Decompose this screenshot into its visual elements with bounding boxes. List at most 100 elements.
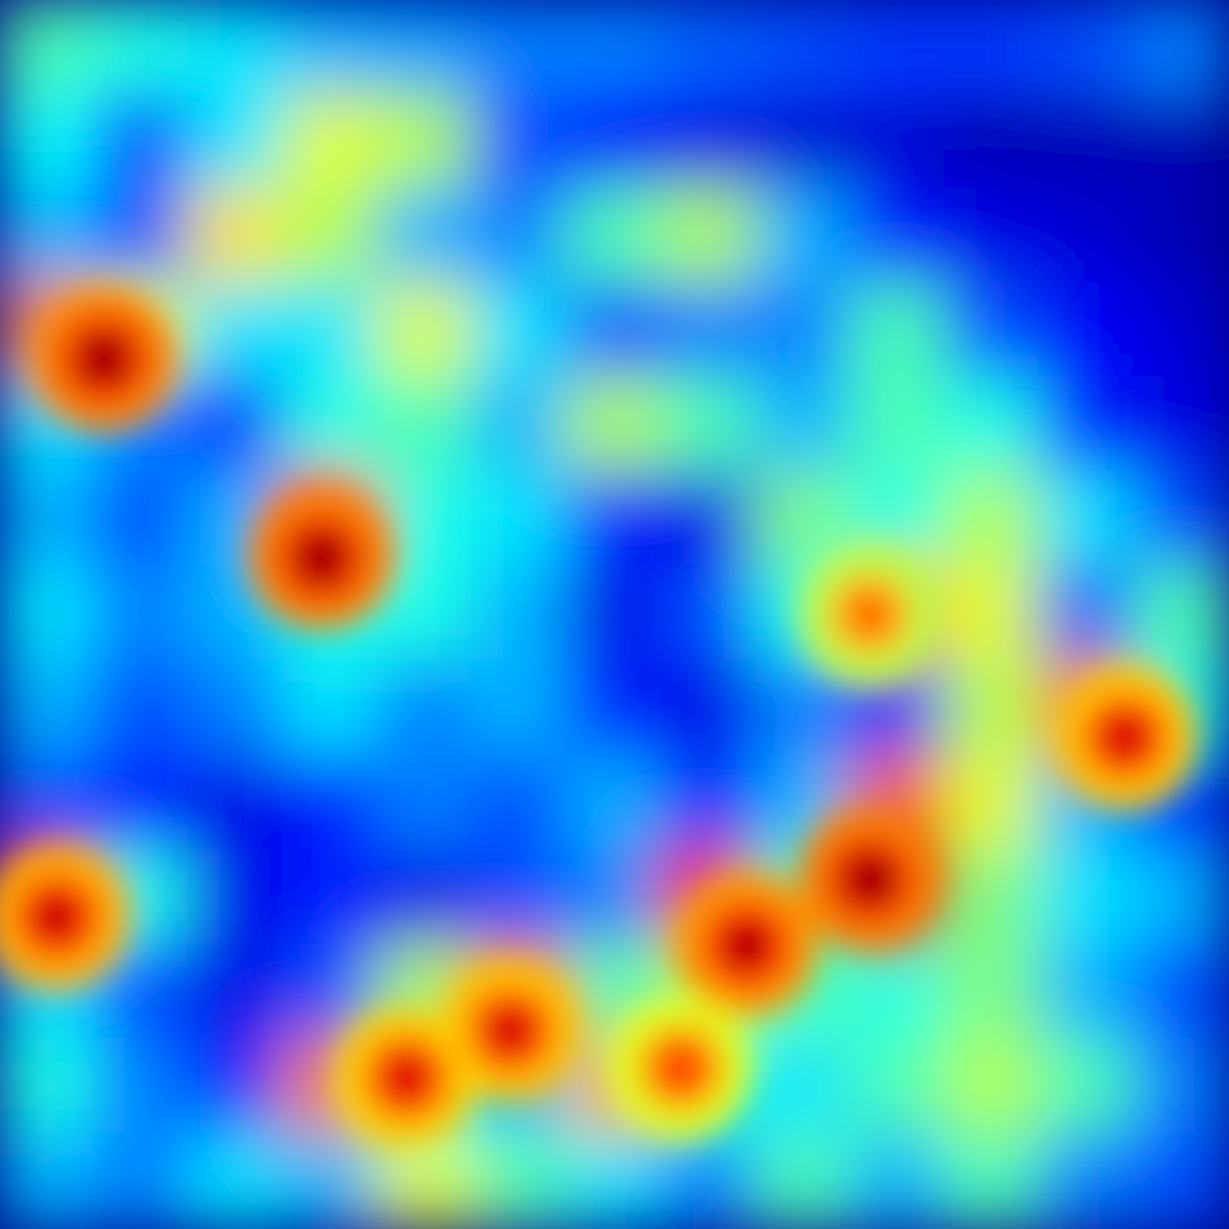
heatmap-hotspot	[726, 924, 768, 967]
heatmap-cell	[1037, 187, 1137, 286]
heatmap-cell	[470, 0, 570, 97]
heatmap-cell	[659, 565, 759, 664]
heatmap-cell	[281, 1132, 381, 1229]
heatmap-cell	[565, 1132, 664, 1229]
heatmap-cell	[943, 376, 1042, 475]
heatmap-cell	[943, 848, 1042, 948]
heatmap-cell	[470, 187, 570, 286]
heatmap-cell	[943, 92, 1042, 192]
heatmap-cell	[659, 659, 759, 759]
heatmap-cell	[92, 0, 192, 97]
heatmap-cell	[281, 659, 381, 759]
heatmap-cell	[943, 1037, 1042, 1137]
heatmap-cell	[1132, 848, 1229, 948]
heatmap-cell	[1037, 281, 1137, 381]
heatmap-cell	[943, 943, 1042, 1042]
heatmap-cell	[470, 281, 570, 381]
heatmap-cell	[0, 1132, 97, 1229]
heatmap-cell	[0, 754, 97, 853]
heatmap-cell	[470, 376, 570, 475]
heatmap-cell	[565, 92, 664, 192]
heatmap-cell	[848, 376, 948, 475]
heatmap-cell	[0, 1037, 97, 1137]
heatmap-cell	[943, 281, 1042, 381]
heatmap-cell	[1037, 1037, 1137, 1137]
heatmap-cell	[1132, 187, 1229, 286]
heatmap-cell	[376, 1132, 475, 1229]
heatmap-cell	[754, 1037, 853, 1137]
heatmap-cell	[0, 565, 97, 664]
heatmap-cell	[1037, 1132, 1137, 1229]
heatmap-cell	[281, 376, 381, 475]
heatmap-cell	[187, 659, 286, 759]
heatmap-cell	[187, 92, 286, 192]
heatmap-cell	[376, 848, 475, 948]
heatmap-cell	[848, 943, 948, 1042]
heatmap-cell	[187, 1132, 286, 1229]
heatmap-cell	[187, 187, 286, 286]
heatmap-cell	[1132, 92, 1229, 192]
heatmap-cell	[92, 470, 192, 570]
heatmap-cell	[0, 0, 97, 97]
heatmap-cell	[376, 92, 475, 192]
heatmap-cell	[281, 848, 381, 948]
heatmap-cell	[0, 470, 97, 570]
heatmap-cell	[470, 92, 570, 192]
heatmap-cell	[943, 0, 1042, 97]
heatmap-cell	[376, 659, 475, 759]
heatmap-cell	[659, 0, 759, 97]
heatmap-cell	[1132, 1132, 1229, 1229]
heatmap-hotspot	[385, 1056, 428, 1099]
heatmap-cell	[92, 565, 192, 664]
heatmap-cell	[848, 1037, 948, 1137]
heatmap-cell	[281, 0, 381, 97]
heatmap-cell	[470, 565, 570, 664]
heatmap-cell	[659, 187, 759, 286]
heatmap-cell	[754, 281, 853, 381]
heatmap-cell	[187, 281, 286, 381]
heatmap-cell	[565, 659, 664, 759]
heatmap-cell	[187, 0, 286, 97]
heatmap-cell	[376, 565, 475, 664]
heatmap-cell	[754, 187, 853, 286]
heatmap-cell	[659, 1132, 759, 1229]
heatmap-cell	[92, 92, 192, 192]
heatmap-hotspot	[83, 338, 125, 381]
heatmap-cell	[0, 659, 97, 759]
heatmap-cell	[470, 754, 570, 853]
heatmap-hotspot	[848, 593, 891, 636]
heatmap-cell	[376, 281, 475, 381]
heatmap-cell	[1037, 92, 1137, 192]
heatmap-cell	[376, 0, 475, 97]
heatmap-hotspot	[489, 1009, 532, 1052]
heatmap-cell	[1132, 943, 1229, 1042]
heatmap-cell	[754, 0, 853, 97]
heatmap-cell	[943, 659, 1042, 759]
heatmap-cell	[187, 848, 286, 948]
heatmap-cell	[1037, 470, 1137, 570]
heatmap-cell	[848, 0, 948, 97]
heatmap-cell	[754, 1132, 853, 1229]
heatmap-cell	[659, 754, 759, 853]
heatmap-cell	[470, 848, 570, 948]
heatmap-hotspots	[0, 288, 1196, 1149]
heatmap-cell	[1037, 565, 1137, 664]
heatmap-hotspot	[659, 1047, 702, 1090]
heatmap-cell	[281, 281, 381, 381]
heatmap-cell	[92, 187, 192, 286]
heatmap-cell	[1132, 376, 1229, 475]
heatmap-cell	[1132, 565, 1229, 664]
heatmap-cell	[376, 470, 475, 570]
heatmap-cell	[943, 1132, 1042, 1229]
heatmap-cell	[1132, 470, 1229, 570]
heatmap-cell	[1037, 848, 1137, 948]
heatmap-hotspot	[848, 858, 891, 901]
heatmap-cell	[943, 754, 1042, 853]
heatmap-cell	[1132, 0, 1229, 97]
heatmap-cell	[92, 659, 192, 759]
heatmap-cell	[565, 565, 664, 664]
heatmap-cell	[943, 470, 1042, 570]
heatmap-cell	[376, 187, 475, 286]
heatmap-cell	[281, 754, 381, 853]
